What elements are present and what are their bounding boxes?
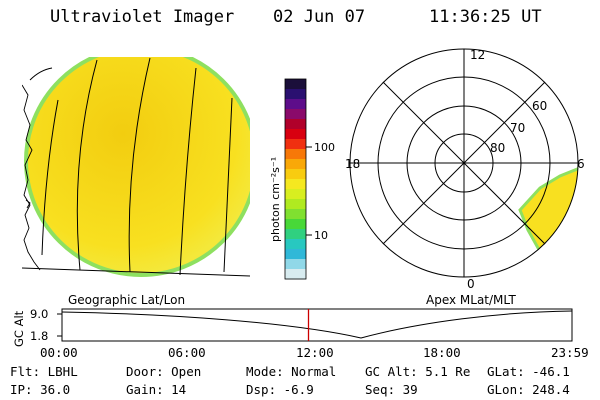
mlt-label-18: 18: [345, 157, 360, 171]
time-tick-0600: 06:00: [168, 345, 206, 360]
mlat-label-60: 60: [532, 99, 547, 113]
colorbar-tick-label-100: 100: [314, 141, 335, 154]
status-filter: Flt: LBHL: [10, 364, 78, 379]
status-seq: Seq: 39: [365, 382, 418, 397]
status-door: Door: Open: [126, 364, 202, 379]
colorbar-swatch: [285, 189, 306, 200]
geographic-grid: [22, 57, 250, 277]
colorbar-swatch: [285, 219, 306, 230]
altitude-tick-9: 9.0: [30, 307, 48, 321]
polar-panel-label: Apex MLat/MLT: [426, 293, 516, 307]
altitude-plot-frame: [61, 308, 573, 342]
observation-date: 02 Jun 07: [273, 7, 366, 27]
colorbar-swatch: [285, 249, 306, 260]
mlt-label-0: 0: [467, 277, 475, 291]
time-tick-2359: 23:59: [551, 345, 589, 360]
mlt-label-6: 6: [577, 157, 585, 171]
colorbar-swatch: [285, 209, 306, 220]
altitude-curve: [61, 310, 573, 339]
observation-time: 11:36:25 UT: [429, 7, 542, 27]
colorbar-swatch: [285, 149, 306, 160]
colorbar-swatches: [285, 79, 306, 280]
colorbar: 100 10 photon cm⁻²s⁻¹: [269, 78, 335, 280]
time-tick-1800: 18:00: [423, 345, 461, 360]
colorbar-swatch: [285, 269, 306, 280]
time-tick-1200: 12:00: [296, 345, 334, 360]
colorbar-frame: [284, 78, 307, 280]
polar-auroral-patch: [518, 163, 578, 264]
altitude-tick-1.8: 1.8: [30, 329, 48, 343]
colorbar-unit-label: photon cm⁻²s⁻¹: [269, 157, 282, 242]
status-dsp: Dsp: -6.9: [246, 382, 314, 397]
colorbar-swatch: [285, 109, 306, 120]
colorbar-swatch: [285, 199, 306, 210]
mlat-label-70: 70: [510, 121, 525, 135]
colorbar-swatch: [285, 229, 306, 240]
colorbar-swatch: [285, 89, 306, 100]
colorbar-swatch: [285, 239, 306, 250]
altitude-plot: 9.0 1.8 GC Alt: [12, 307, 573, 347]
mlt-label-12: 12: [470, 48, 485, 62]
polar-diag-b: [382, 81, 546, 245]
uv-image-disc: [24, 57, 250, 277]
colorbar-tick-label-10: 10: [314, 229, 328, 242]
coastline: [22, 84, 41, 271]
colorbar-swatch: [285, 259, 306, 270]
colorbar-swatch: [285, 179, 306, 190]
status-gain: Gain: 14: [126, 382, 187, 397]
geo-image-panel: [22, 57, 250, 277]
colorbar-swatch: [285, 169, 306, 180]
colorbar-swatch: [285, 129, 306, 140]
altitude-y-title: GC Alt: [12, 310, 26, 347]
polar-panel: 12 18 6 0 60 70 80: [345, 48, 585, 291]
colorbar-swatch: [285, 139, 306, 150]
colorbar-swatch: [285, 99, 306, 110]
geo-panel-label: Geographic Lat/Lon: [68, 293, 185, 307]
status-ip: IP: 36.0: [10, 382, 71, 397]
colorbar-swatch: [285, 119, 306, 130]
app-title: Ultraviolet Imager: [50, 7, 235, 27]
status-glon: GLon: 248.4: [487, 382, 570, 397]
status-gc-alt: GC Alt: 5.1 Re: [365, 364, 471, 379]
colorbar-swatch: [285, 79, 306, 90]
mlat-label-80: 80: [490, 141, 505, 155]
colorbar-swatch: [285, 159, 306, 170]
status-mode: Mode: Normal: [246, 364, 337, 379]
status-glat: GLat: -46.1: [487, 364, 570, 379]
time-tick-0000: 00:00: [40, 345, 78, 360]
